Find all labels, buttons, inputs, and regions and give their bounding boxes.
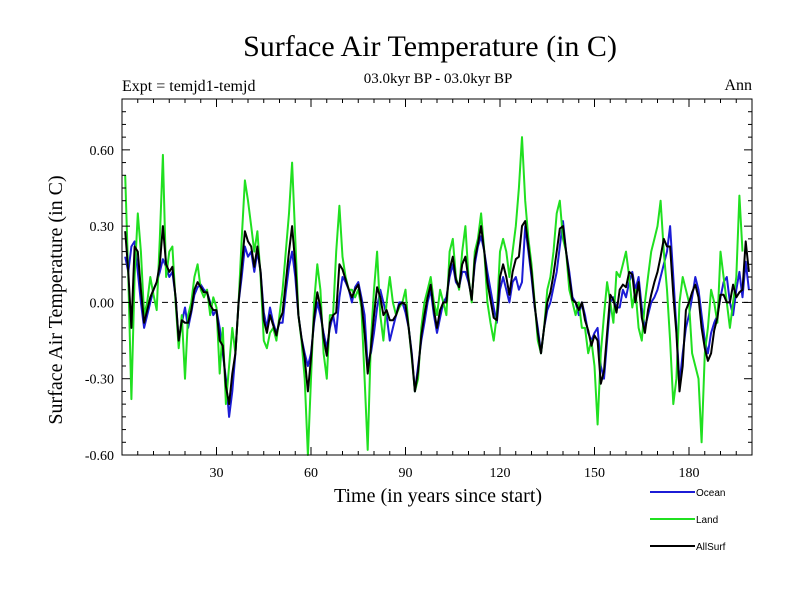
experiment-label: Expt = temjd1-temjd (122, 78, 255, 95)
season-label: Ann (724, 77, 752, 94)
y-tick-label: 0.00 (90, 296, 115, 311)
x-tick-label: 90 (399, 466, 413, 481)
legend-label-land: Land (696, 515, 718, 526)
plot-frame (121, 98, 753, 456)
y-tick-label: -0.60 (85, 449, 114, 464)
series-line-ocean (124, 220, 750, 418)
y-tick-label: 0.30 (90, 220, 115, 235)
chart-subtitle: 03.0kyr BP - 03.0kyr BP (364, 71, 513, 87)
x-tick-label: 120 (490, 466, 511, 481)
x-tick-label: 150 (584, 466, 605, 481)
y-tick-label: -0.30 (85, 373, 114, 388)
x-tick-label: 60 (304, 466, 318, 481)
series-line-allsurf (124, 220, 750, 406)
legend-label-allsurf: AllSurf (696, 542, 726, 553)
y-tick-label: 0.60 (90, 144, 115, 159)
y-axis-label: Surface Air Temperature (in C) (45, 175, 67, 424)
x-tick-label: 30 (210, 466, 224, 481)
series-line-land (124, 136, 744, 456)
legend-label-ocean: Ocean (696, 488, 725, 499)
chart-title: Surface Air Temperature (in C) (243, 30, 617, 63)
x-axis-label: Time (in years since start) (334, 485, 542, 507)
x-tick-label: 180 (679, 466, 700, 481)
